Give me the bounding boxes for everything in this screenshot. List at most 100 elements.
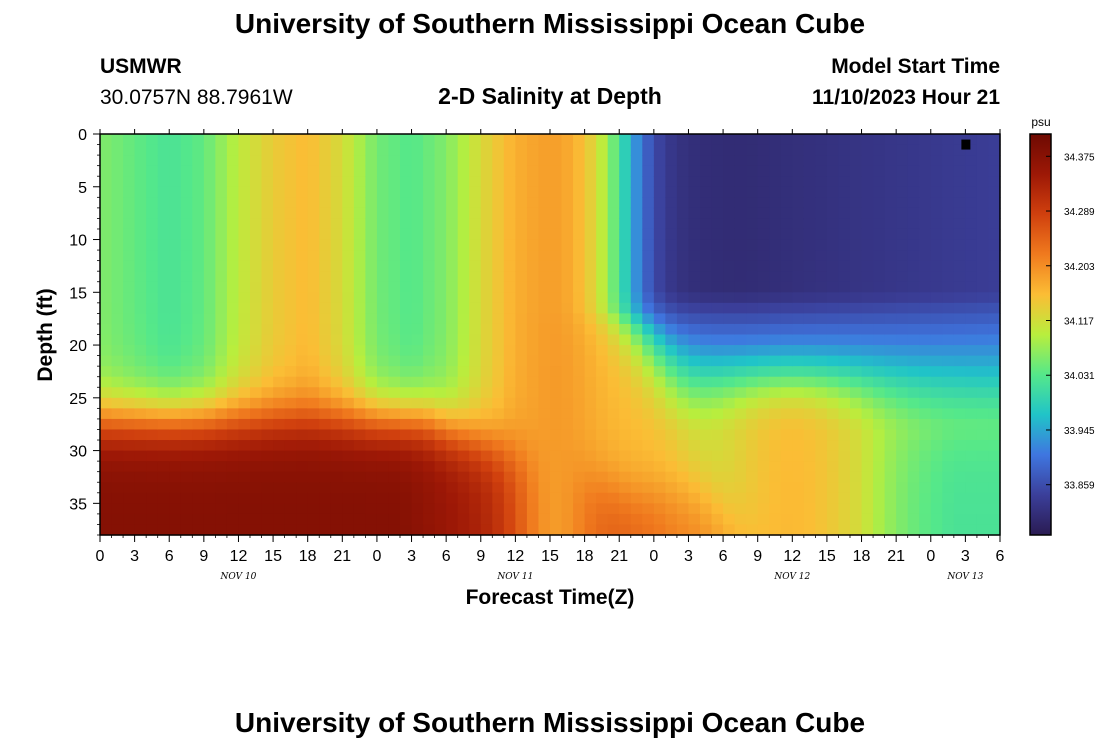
heatmap-cell (688, 207, 701, 220)
heatmap-cell (907, 503, 920, 515)
heatmap-cell (365, 155, 378, 167)
heatmap-cell (261, 176, 274, 188)
heatmap-cell (838, 313, 851, 325)
heatmap-cell (123, 471, 136, 483)
heatmap-cell (319, 334, 332, 346)
heatmap-cell (226, 482, 240, 494)
heatmap-cell (988, 313, 1001, 325)
heatmap-cell (665, 376, 678, 388)
heatmap-cell (492, 281, 505, 293)
heatmap-cell (226, 186, 240, 198)
heatmap-cell (169, 408, 182, 420)
heatmap-cell (838, 376, 851, 388)
heatmap-cell (942, 503, 955, 515)
heatmap-cell (803, 302, 816, 314)
heatmap-cell (711, 334, 724, 346)
heatmap-cell (388, 144, 401, 156)
heatmap-cell (676, 281, 690, 293)
heatmap-cell (330, 313, 343, 325)
heatmap-cell (815, 524, 828, 536)
heatmap-cell (757, 197, 770, 209)
heatmap-cell (411, 313, 424, 325)
x-tick-label: 21 (610, 548, 628, 565)
heatmap-cell (861, 292, 874, 304)
heatmap-cell (815, 228, 828, 241)
heatmap-cell (273, 186, 286, 198)
heatmap-cell (169, 334, 182, 346)
heatmap-cell (642, 228, 655, 241)
heatmap-cell (584, 418, 597, 431)
heatmap-cell (607, 239, 620, 251)
heatmap-cell (769, 387, 782, 399)
heatmap-cell (342, 271, 355, 283)
x-tick-label: 6 (165, 548, 174, 565)
colorbar-tick-label: 34.375 (1064, 152, 1095, 163)
heatmap-cell (780, 218, 793, 230)
heatmap-cell (503, 429, 516, 441)
heatmap-cell (803, 408, 816, 420)
heatmap-cell (134, 313, 147, 325)
x-tick-label: 6 (442, 548, 451, 565)
heatmap-cell (538, 440, 551, 452)
heatmap-cell (769, 323, 782, 336)
heatmap-cell (319, 239, 332, 251)
heatmap-cell (157, 228, 170, 241)
heatmap-cell (146, 281, 159, 293)
heatmap-cell (134, 450, 147, 462)
heatmap-cell (746, 313, 759, 325)
heatmap-cell (411, 482, 424, 494)
heatmap-cell (423, 218, 436, 230)
heatmap-cell (526, 197, 540, 209)
heatmap-cell (746, 271, 759, 283)
heatmap-cell (134, 144, 147, 156)
heatmap-cell (676, 302, 690, 314)
heatmap-cell (480, 134, 493, 146)
heatmap-cell (330, 408, 343, 420)
heatmap-cell (930, 345, 943, 357)
heatmap-cell (111, 397, 124, 409)
heatmap-cell (584, 461, 597, 473)
heatmap-cell (907, 450, 920, 462)
heatmap-cell (573, 418, 586, 431)
heatmap-cell (953, 345, 966, 357)
heatmap-cell (469, 513, 482, 526)
heatmap-cell (134, 440, 147, 452)
heatmap-cell (434, 134, 447, 146)
heatmap-cell (965, 186, 978, 198)
heatmap-cell (619, 334, 632, 346)
heatmap-cell (734, 218, 747, 230)
heatmap-cell (919, 334, 932, 346)
heatmap-cell (896, 418, 909, 431)
heatmap-cell (596, 281, 609, 293)
heatmap-cell (930, 366, 943, 378)
heatmap-cell (550, 197, 563, 209)
heatmap-cell (873, 197, 886, 209)
heatmap-cell (561, 492, 574, 504)
heatmap-cell (976, 165, 990, 177)
heatmap-cell (492, 376, 505, 388)
heatmap-cell (515, 461, 528, 473)
heatmap-cell (146, 387, 159, 399)
heatmap-cell (896, 144, 909, 156)
heatmap-cell (942, 334, 955, 346)
heatmap-cell (700, 429, 713, 441)
heatmap-cell (180, 366, 193, 378)
heatmap-cell (157, 334, 170, 346)
heatmap-cell (792, 513, 805, 526)
heatmap-cell (111, 492, 124, 504)
heatmap-cell (723, 345, 736, 357)
heatmap-cell (619, 376, 632, 388)
y-tick-label: 35 (69, 496, 87, 513)
heatmap-cell (134, 302, 147, 314)
heatmap-cell (411, 429, 424, 441)
heatmap-cell (157, 345, 170, 357)
heatmap-cell (446, 292, 459, 304)
heatmap-cell (584, 345, 597, 357)
heatmap-cell (250, 197, 263, 209)
heatmap-cell (423, 524, 436, 536)
heatmap-cell (469, 461, 482, 473)
heatmap-cell (826, 503, 840, 515)
heatmap-cell (469, 197, 482, 209)
heatmap-cell (169, 492, 182, 504)
heatmap-cell (469, 387, 482, 399)
